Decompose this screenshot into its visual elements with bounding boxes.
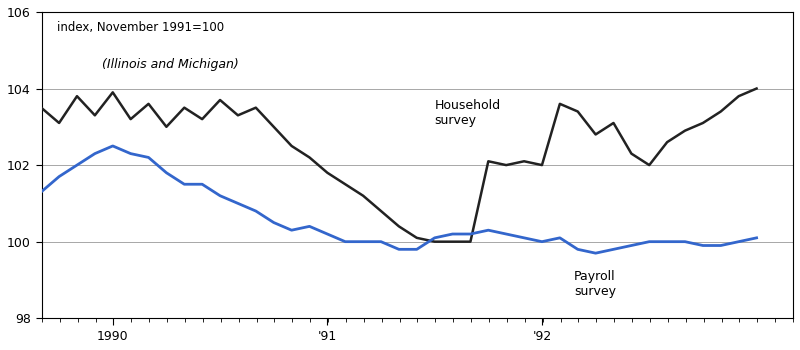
Text: Household
survey: Household survey xyxy=(434,99,501,127)
Text: Payroll
survey: Payroll survey xyxy=(574,271,616,299)
Text: index, November 1991=100: index, November 1991=100 xyxy=(57,21,224,34)
Text: (Illinois and Michigan): (Illinois and Michigan) xyxy=(102,58,238,71)
